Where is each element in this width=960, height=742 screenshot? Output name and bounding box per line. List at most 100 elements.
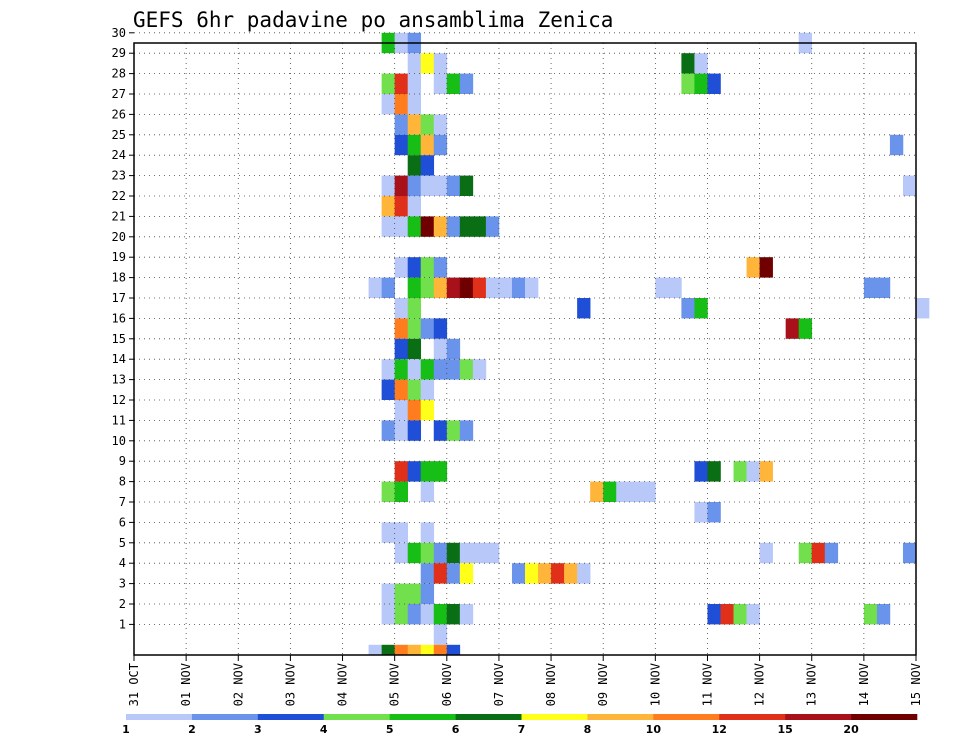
heatmap-cell: [394, 216, 408, 237]
heatmap-cell: [420, 522, 435, 543]
heatmap-cell: [551, 563, 565, 584]
heatmap-cell: [577, 563, 591, 584]
heatmap-cell: [759, 542, 773, 564]
x-tick-label: 09 NOV: [596, 663, 610, 706]
heatmap-cell: [407, 94, 422, 115]
heatmap-cell: [381, 94, 395, 115]
heatmap-cell: [876, 277, 891, 298]
heatmap-cell: [472, 216, 487, 237]
heatmap-cell: [681, 73, 695, 94]
heatmap-cell: [407, 257, 422, 278]
heatmap-cell: [420, 461, 435, 482]
heatmap-cell: [381, 522, 395, 543]
heatmap-cell: [472, 542, 487, 564]
heatmap-cell: [746, 604, 760, 625]
heatmap-cell: [681, 298, 695, 319]
heatmap-cell: [433, 604, 448, 625]
heatmap-cell: [811, 542, 826, 564]
y-tick-label: 10: [112, 434, 126, 448]
chart-title: GEFS 6hr padavine po ansamblima Zenica: [133, 8, 613, 32]
heatmap-cell: [368, 277, 382, 298]
heatmap-cell: [407, 134, 422, 156]
heatmap-cell: [446, 542, 461, 564]
x-tick-label: 04 NOV: [336, 663, 350, 706]
heatmap-cell: [420, 400, 435, 421]
heatmap-cell: [420, 318, 435, 339]
colorbar-swatch: [257, 714, 325, 720]
heatmap-cell: [407, 583, 422, 604]
heatmap-cell: [394, 542, 408, 564]
colorbar-swatch: [521, 714, 588, 720]
x-tick-label: 05 NOV: [388, 663, 402, 706]
heatmap-cell: [407, 175, 422, 196]
y-tick-label: 24: [112, 148, 126, 162]
heatmap-cell: [446, 277, 461, 298]
heatmap-cell: [603, 481, 617, 502]
heatmap-cell: [381, 583, 395, 604]
colorbar-swatch: [389, 714, 456, 720]
heatmap-cell: [707, 604, 721, 625]
y-tick-label: 26: [112, 107, 126, 121]
heatmap-cell: [420, 542, 435, 564]
colorbar-label: 12: [712, 723, 727, 736]
heatmap-cell: [407, 53, 422, 74]
y-tick-label: 13: [112, 373, 126, 387]
heatmap-cell: [394, 420, 408, 441]
colorbar-label: 5: [386, 723, 394, 736]
heatmap-cell: [407, 461, 422, 482]
heatmap-cell: [381, 379, 395, 400]
heatmap-cell: [433, 216, 448, 237]
heatmap-cell: [407, 73, 422, 94]
heatmap-cell: [655, 277, 669, 298]
heatmap-cell: [407, 318, 422, 339]
y-tick-label: 25: [112, 128, 126, 142]
heatmap-cell: [433, 420, 448, 441]
heatmap-cell: [472, 277, 487, 298]
heatmap-cell: [433, 624, 448, 645]
heatmap-cell: [694, 502, 708, 523]
heatmap-cell: [525, 563, 539, 584]
y-tick-label: 21: [112, 209, 126, 223]
heatmap-cell: [407, 379, 422, 400]
y-axis: 1234567891011121314151617181920212223242…: [112, 26, 134, 631]
heatmap-cell: [394, 338, 408, 360]
heatmap-cell: [446, 644, 461, 655]
heatmap-cell: [407, 604, 422, 625]
heatmap-cell: [420, 134, 435, 156]
plot-frame: [133, 42, 917, 656]
y-tick-label: 9: [119, 454, 126, 468]
y-tick-label: 5: [119, 536, 126, 550]
colorbar-label: 10: [646, 723, 662, 736]
heatmap-cell: [368, 644, 382, 655]
y-tick-label: 11: [112, 413, 126, 427]
y-tick-label: 3: [119, 577, 126, 591]
heatmap-cell: [590, 481, 604, 502]
y-tick-label: 29: [112, 46, 126, 60]
y-tick-label: 22: [112, 189, 126, 203]
colorbar-label: 4: [320, 723, 328, 736]
heatmap-cell: [472, 359, 487, 380]
heatmap-cell: [446, 73, 461, 94]
heatmap-cell: [798, 542, 813, 564]
heatmap-cell: [681, 53, 695, 74]
heatmap-cell: [381, 216, 395, 237]
y-tick-label: 2: [119, 597, 126, 611]
heatmap-cell: [446, 175, 461, 196]
heatmap-cell: [381, 277, 395, 298]
heatmap-cell: [394, 359, 408, 380]
y-tick-label: 12: [112, 393, 126, 407]
heatmap-cell: [407, 298, 422, 319]
heatmap-cell: [394, 522, 408, 543]
colorbar-swatch: [126, 714, 193, 720]
heatmap-cell: [420, 583, 435, 604]
heatmap-cell: [381, 359, 395, 380]
colorbar-label: 1: [122, 723, 130, 736]
y-tick-label: 14: [112, 352, 126, 366]
heatmap-cell: [733, 461, 747, 482]
heatmap-cell: [485, 277, 500, 298]
colorbar-swatch: [851, 714, 918, 720]
y-tick-label: 28: [112, 67, 126, 81]
heatmap-cell: [407, 644, 422, 655]
colorbar-label: 8: [584, 723, 592, 736]
